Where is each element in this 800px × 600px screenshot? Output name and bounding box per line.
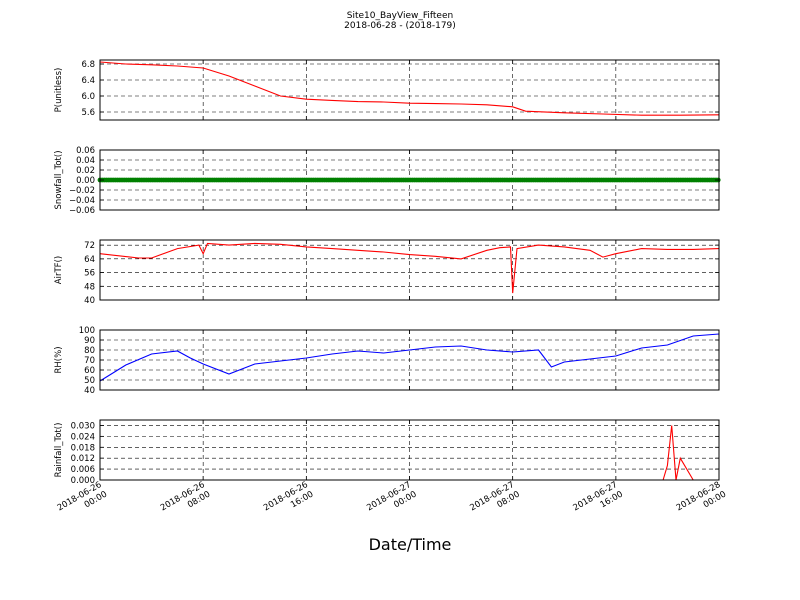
series-points xyxy=(97,177,721,183)
y-tick-label: −0.04 xyxy=(69,196,95,206)
series-line xyxy=(99,242,720,294)
y-tick-label: 70 xyxy=(84,356,95,366)
chart-title: Site10_BayView_Fifteen xyxy=(346,11,454,21)
series-line xyxy=(99,333,720,382)
x-axis-label: Date/Time xyxy=(369,535,452,554)
y-tick-label: 5.6 xyxy=(81,108,95,118)
y-axis-label: Rainfall_Tot() xyxy=(54,423,64,478)
y-tick-label: 0.000 xyxy=(71,476,95,486)
y-tick-label: −0.02 xyxy=(69,186,95,196)
grid xyxy=(100,420,719,480)
y-tick-label: 56 xyxy=(84,269,95,279)
series-line xyxy=(99,61,720,116)
y-tick-label: 0.024 xyxy=(71,432,95,442)
y-tick-label: 0.04 xyxy=(76,156,95,166)
y-tick-label: 80 xyxy=(84,346,95,356)
y-tick-label: 0.02 xyxy=(76,166,95,176)
y-tick-label: 0.018 xyxy=(71,443,95,453)
y-tick-label: −0.06 xyxy=(69,206,95,216)
y-tick-label: 0.006 xyxy=(71,465,95,475)
y-axis-label: AirTF() xyxy=(54,256,64,284)
y-axis-label: P(unitless) xyxy=(54,68,64,113)
grid xyxy=(100,60,719,120)
y-tick-label: 60 xyxy=(84,366,95,376)
subplot-1: 6.8 6.4 6.0 5.6 P(unitless) xyxy=(54,59,720,121)
series-line xyxy=(100,425,719,481)
chart-subtitle: 2018-06-28 - (2018-179) xyxy=(344,21,456,31)
y-tick-label: 50 xyxy=(84,376,95,386)
y-tick-label: 64 xyxy=(84,255,95,265)
y-tick-label: 40 xyxy=(84,386,95,396)
y-tick-label: 6.0 xyxy=(81,92,95,102)
subplot-3: 72 64 56 48 40 AirTF() xyxy=(54,239,720,306)
y-axis-label: RH(%) xyxy=(54,346,64,373)
y-tick-label: 100 xyxy=(79,326,95,336)
y-tick-label: 6.4 xyxy=(81,76,95,86)
y-tick-label: 0.030 xyxy=(71,421,95,431)
subplot-2: 0.060.040.020.00−0.02−0.04−0.06 Snowfall_… xyxy=(54,146,721,216)
y-tick-label: 40 xyxy=(84,296,95,306)
y-tick-label: 90 xyxy=(84,336,95,346)
grid xyxy=(100,240,719,300)
y-tick-label: 0.012 xyxy=(71,454,95,464)
y-axis-label: Snowfall_Tot() xyxy=(54,150,64,209)
grid xyxy=(100,330,719,390)
y-tick-label: 0.00 xyxy=(76,176,95,186)
y-tick-label: 6.8 xyxy=(81,60,95,70)
y-tick-label: 48 xyxy=(84,282,95,292)
y-tick-label: 0.06 xyxy=(76,146,95,156)
y-tick-label: 72 xyxy=(84,241,95,251)
